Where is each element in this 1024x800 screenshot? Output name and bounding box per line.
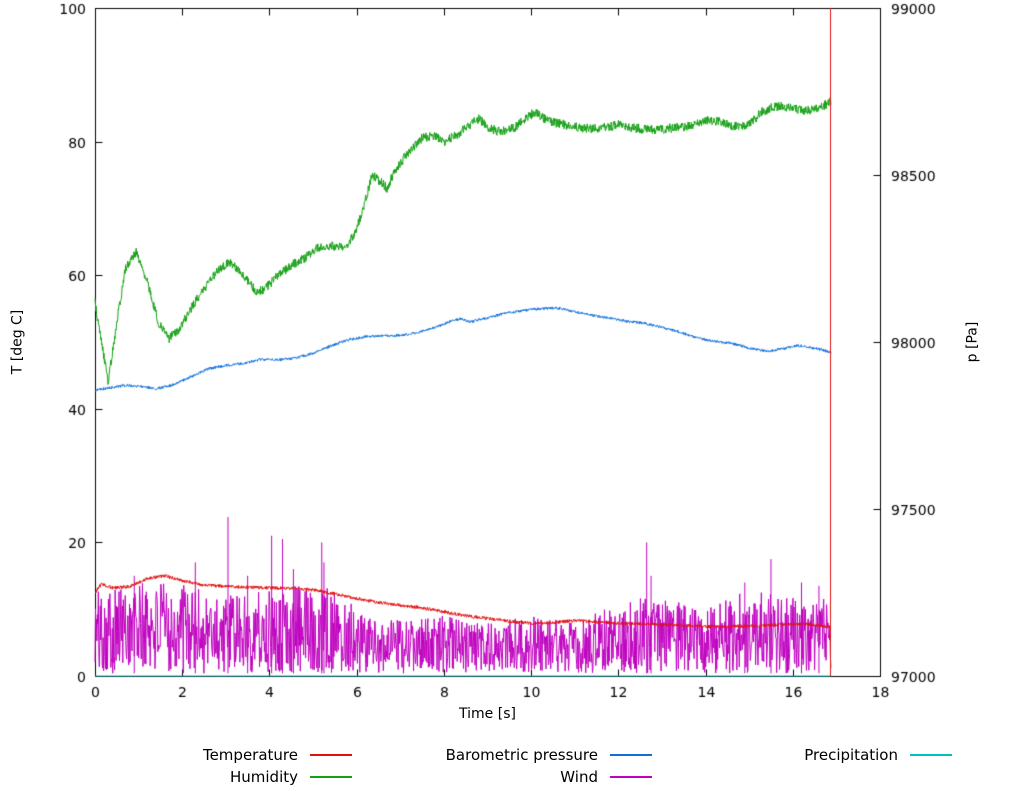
legend-label-wind: Wind xyxy=(560,768,598,786)
legend-line-sample-barometric-pressure xyxy=(610,754,652,756)
legend-label-humidity: Humidity xyxy=(229,768,298,786)
legend-item-barometric-pressure: Barometric pressure xyxy=(362,744,662,766)
legend-label-barometric-pressure: Barometric pressure xyxy=(445,746,598,764)
chart-legend: Temperature Barometric pressure Precipit… xyxy=(62,744,962,788)
y-axis-label-left: T [deg C] xyxy=(9,309,26,375)
legend-label-temperature: Temperature xyxy=(202,746,298,764)
legend-item-temperature: Temperature xyxy=(62,744,362,766)
legend-line-sample-precipitation xyxy=(910,754,952,756)
legend-line-sample-wind xyxy=(610,776,652,778)
legend-line-sample-humidity xyxy=(310,776,352,778)
x-axis-label: Time [s] xyxy=(459,706,516,722)
y-axis-label-right-wrap: p [Pa] xyxy=(948,8,996,676)
legend-label-precipitation: Precipitation xyxy=(804,746,898,764)
y-axis-label-right: p [Pa] xyxy=(964,321,980,363)
legend-line-sample-temperature xyxy=(310,754,352,756)
legend-item-precipitation: Precipitation xyxy=(662,744,962,766)
y-axis-label-left-wrap: T [deg C] xyxy=(0,8,34,676)
chart-canvas xyxy=(0,0,1024,735)
legend-item-humidity: Humidity xyxy=(62,766,362,788)
legend-item-wind: Wind xyxy=(362,766,662,788)
